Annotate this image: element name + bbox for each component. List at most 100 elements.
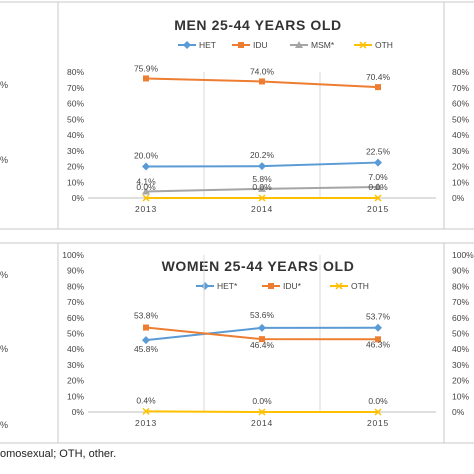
- figure-caption: omosexual; OTH, other.: [0, 448, 117, 460]
- right-y-tick-label: 10%: [452, 391, 469, 401]
- data-point: [258, 408, 266, 416]
- right-y-tick-label: 100%: [452, 250, 474, 260]
- data-label: 20.2%: [250, 150, 275, 160]
- right-partial-top-frame: [443, 1, 474, 230]
- legend-label: IDU*: [283, 281, 302, 291]
- data-point: [375, 336, 381, 343]
- right-y-tick-label: 50%: [452, 114, 469, 124]
- y-tick-label: 80%: [67, 67, 84, 77]
- x-tick-label: 2014: [251, 204, 273, 214]
- left-partial-panel-bottom-frame: [0, 242, 59, 444]
- right-partial-bottom-frame: [443, 242, 474, 444]
- right-y-tick-label: 30%: [452, 146, 469, 156]
- right-y-tick-label: 20%: [452, 162, 469, 172]
- right-y-tick-label: 90%: [452, 266, 469, 276]
- y-tick-label: 70%: [67, 83, 84, 93]
- data-point: [374, 158, 382, 167]
- y-tick-label: 30%: [67, 146, 84, 156]
- right-y-tick-label: 0%: [452, 407, 465, 417]
- legend-label: IDU: [253, 40, 268, 50]
- legend-marker: [359, 41, 367, 49]
- left-partial-tick: %: [0, 344, 8, 354]
- y-tick-label: 0%: [72, 193, 85, 203]
- y-tick-label: 100%: [62, 250, 84, 260]
- right-y-tick-label: 80%: [452, 281, 469, 291]
- data-label: 0.4%: [136, 395, 156, 405]
- right-y-tick-label: 20%: [452, 376, 469, 386]
- data-point: [258, 194, 266, 202]
- data-point: [375, 84, 381, 91]
- legend-marker: [335, 282, 343, 290]
- x-tick-label: 2013: [135, 204, 157, 214]
- data-point: [259, 78, 265, 85]
- y-tick-label: 60%: [67, 99, 84, 109]
- legend-label: HET*: [217, 281, 238, 291]
- data-label: 46.4%: [250, 340, 275, 350]
- y-tick-label: 10%: [67, 391, 84, 401]
- left-partial-tick: %: [0, 80, 8, 90]
- right-y-tick-label: 10%: [452, 177, 469, 187]
- data-point: [374, 194, 382, 202]
- data-point: [142, 187, 150, 195]
- data-label: 53.6%: [250, 310, 275, 320]
- data-label: 53.8%: [134, 311, 159, 321]
- data-label: 0.0%: [252, 396, 272, 406]
- legend-marker: [295, 41, 303, 48]
- data-label: 4.1%: [136, 177, 156, 187]
- legend-marker: [183, 41, 191, 49]
- x-tick-label: 2015: [367, 204, 389, 214]
- y-tick-label: 10%: [67, 177, 84, 187]
- legend-label: OTH: [351, 281, 369, 291]
- right-y-tick-label: 60%: [452, 99, 469, 109]
- x-tick-label: 2013: [135, 418, 157, 428]
- data-point: [142, 407, 150, 415]
- data-point: [374, 182, 382, 190]
- data-point: [374, 408, 382, 416]
- chart-title: WOMEN 25-44 YEARS OLD: [162, 258, 355, 274]
- data-label: 7.0%: [368, 172, 388, 182]
- data-point: [143, 324, 149, 331]
- y-tick-label: 50%: [67, 114, 84, 124]
- data-label: 0.0%: [368, 182, 388, 192]
- data-label: 45.8%: [134, 344, 159, 354]
- data-point: [143, 75, 149, 82]
- data-label: 75.9%: [134, 63, 159, 73]
- data-label: 70.4%: [366, 72, 391, 82]
- legend-marker: [201, 282, 209, 290]
- data-point: [258, 323, 266, 332]
- y-tick-label: 90%: [67, 266, 84, 276]
- data-label: 46.3%: [366, 339, 391, 349]
- data-label: 20.0%: [134, 151, 159, 161]
- y-tick-label: 60%: [67, 313, 84, 323]
- y-tick-label: 80%: [67, 281, 84, 291]
- data-label: 5.8%: [252, 174, 272, 184]
- right-y-tick-label: 30%: [452, 360, 469, 370]
- data-label: 74.0%: [250, 66, 275, 76]
- y-tick-label: 30%: [67, 360, 84, 370]
- data-label: 22.5%: [366, 147, 391, 157]
- right-y-tick-label: 80%: [452, 67, 469, 77]
- x-tick-label: 2014: [251, 418, 273, 428]
- right-y-tick-label: 50%: [452, 329, 469, 339]
- legend-label: OTH: [375, 40, 393, 50]
- left-partial-panel-top-frame: [0, 1, 59, 230]
- legend-marker: [268, 283, 274, 289]
- chart-title: MEN 25-44 YEARS OLD: [174, 17, 342, 33]
- y-tick-label: 50%: [67, 329, 84, 339]
- data-label: 53.7%: [366, 312, 391, 322]
- data-point: [142, 336, 150, 345]
- right-y-tick-label: 70%: [452, 297, 469, 307]
- men-chart: MEN 25-44 YEARS OLD HET IDU MSM* OTH 0% 10% 20%…: [67, 17, 469, 214]
- right-y-tick-label: 60%: [452, 313, 469, 323]
- data-point: [258, 162, 266, 171]
- data-point: [258, 184, 266, 192]
- women-chart: WOMEN 25-44 YEARS OLD HET* IDU* OTH 0% 10% 20%…: [62, 250, 474, 428]
- legend-label: MSM*: [311, 40, 335, 50]
- y-tick-label: 0%: [72, 407, 85, 417]
- right-y-tick-label: 40%: [452, 130, 469, 140]
- legend-label: HET: [199, 40, 216, 50]
- y-tick-label: 40%: [67, 344, 84, 354]
- right-y-tick-label: 0%: [452, 193, 465, 203]
- left-partial-tick: %: [0, 420, 8, 430]
